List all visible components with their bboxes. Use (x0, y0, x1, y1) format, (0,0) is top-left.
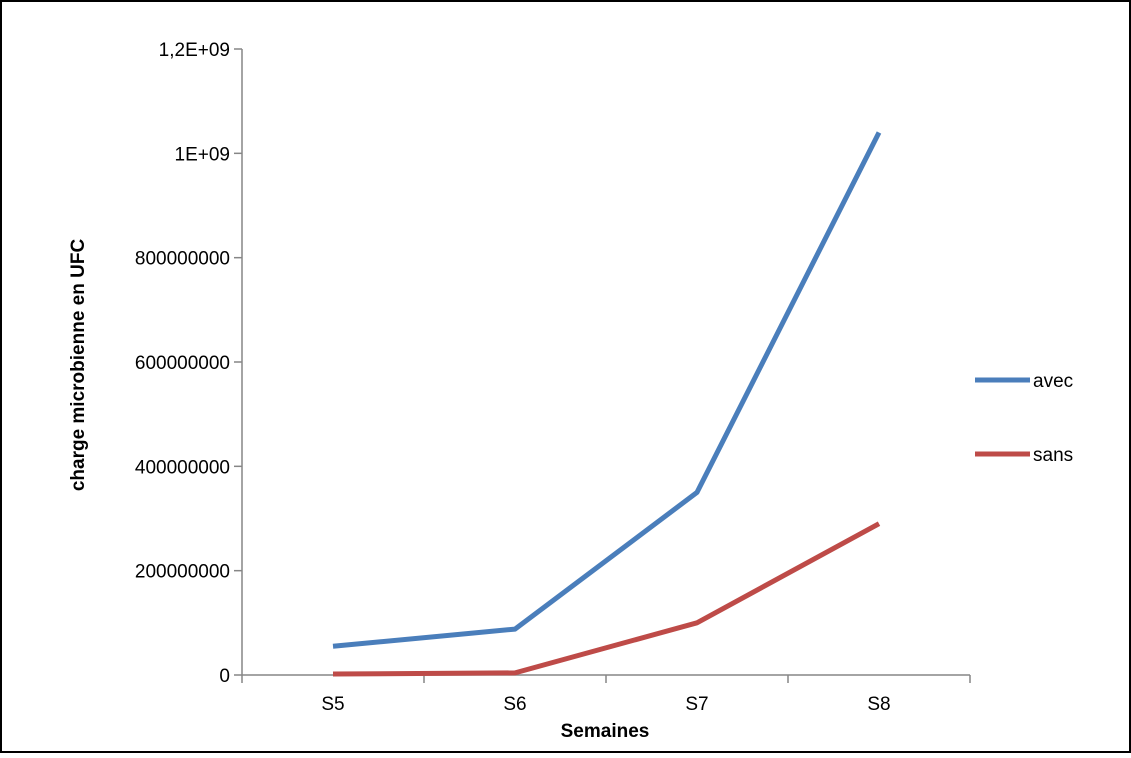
y-tick-label: 1,2E+09 (159, 40, 230, 61)
x-tick-label: S5 (321, 694, 344, 715)
series-line-sans (332, 521, 881, 677)
y-tick-label: 200000000 (135, 562, 230, 583)
series-line-avec (332, 131, 882, 649)
y-tick-label: 600000000 (135, 353, 230, 374)
axes: 0 200000000 400000000 600000000 800000000 1E+… (135, 40, 971, 715)
y-tick-label: 1E+09 (175, 144, 230, 165)
y-tick-label: 800000000 (135, 249, 230, 270)
x-tick-label: S6 (503, 694, 526, 715)
x-tick-label: S8 (867, 694, 890, 715)
legend-label-sans: sans (1033, 445, 1073, 466)
y-axis-title: charge microbienne en UFC (68, 239, 89, 492)
legend: avec sans (975, 371, 1073, 466)
x-axis-title: Semaines (561, 721, 650, 742)
series-layer (332, 131, 882, 677)
y-tick-label: 0 (219, 666, 230, 687)
y-tick-label: 400000000 (135, 457, 230, 478)
x-tick-label: S7 (685, 694, 708, 715)
legend-label-avec: avec (1033, 371, 1073, 392)
